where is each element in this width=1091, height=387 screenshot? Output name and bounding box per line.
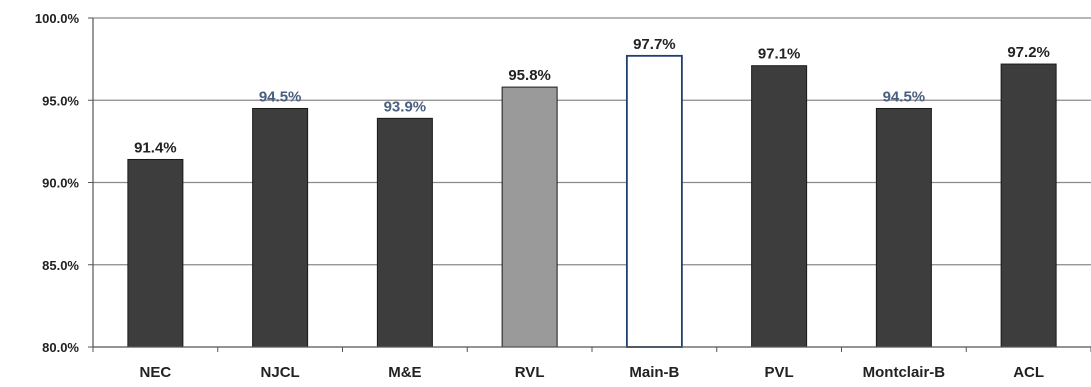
data-label: 91.4%: [134, 139, 177, 156]
y-tick-label: 85.0%: [42, 258, 79, 273]
bar-main-b: [625, 54, 683, 348]
bar-njcl: [252, 107, 309, 348]
data-labels: 91.4% 94.5% 93.9% 95.8% 97.7% 97.1% 94.5% 97.2%: [134, 36, 1050, 157]
y-axis: 80.0% 85.0% 90.0% 95.0% 100.0%: [35, 11, 94, 355]
data-label: 97.1%: [758, 46, 801, 63]
data-label: 97.7%: [633, 36, 676, 53]
category-label: RVL: [515, 364, 545, 381]
data-label: 94.5%: [259, 88, 302, 105]
y-tick-label: 80.0%: [42, 340, 79, 355]
data-label: 93.9%: [384, 98, 427, 115]
bar-acl: [1000, 63, 1057, 348]
gridlines: [93, 17, 1091, 266]
data-label: 95.8%: [508, 67, 551, 84]
category-label: Main-B: [629, 364, 679, 381]
bar-montclair-b: [875, 107, 932, 348]
category-label: PVL: [765, 364, 794, 381]
category-label: NJCL: [261, 364, 300, 381]
bar-m-e: [376, 117, 433, 348]
y-tick-label: 100.0%: [35, 11, 80, 26]
bar-rvl: [501, 86, 558, 348]
category-label: ACL: [1013, 364, 1044, 381]
category-label: Montclair-B: [863, 364, 946, 381]
category-label: M&E: [388, 364, 421, 381]
y-tick-label: 95.0%: [42, 93, 79, 108]
x-axis: NEC NJCL M&E RVL Main-B PVL Montclair-B ACL: [92, 346, 1091, 381]
bar-pvl: [751, 65, 808, 348]
y-tick-label: 90.0%: [42, 176, 79, 191]
data-label: 97.2%: [1007, 44, 1050, 61]
category-label: NEC: [140, 364, 172, 381]
data-label: 94.5%: [883, 88, 926, 105]
bar-nec: [127, 158, 184, 348]
